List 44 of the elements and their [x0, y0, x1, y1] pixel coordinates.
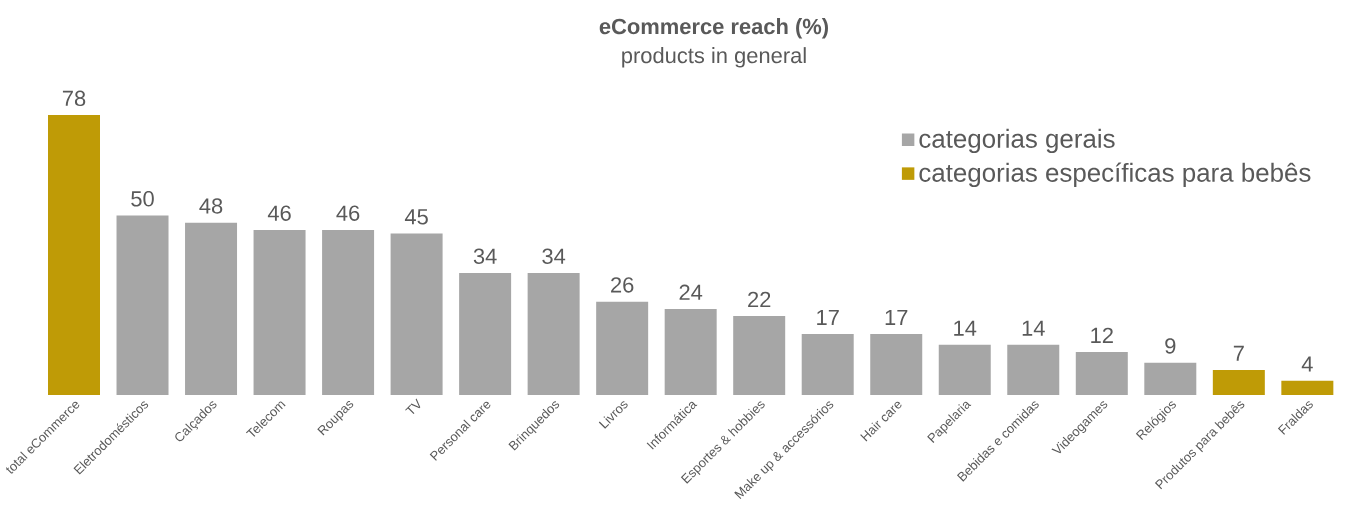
- bar: [1212, 369, 1265, 395]
- bar: [459, 273, 512, 395]
- bar: [1144, 362, 1197, 395]
- chart-subtitle: products in general: [622, 47, 806, 68]
- bar: [801, 334, 854, 395]
- data-label: 34: [473, 248, 497, 264]
- bar: [664, 308, 717, 395]
- data-label: 7: [1233, 345, 1244, 361]
- bar: [116, 215, 169, 395]
- data-label: 78: [62, 90, 86, 107]
- data-label: 14: [954, 320, 977, 336]
- bar: [48, 115, 100, 395]
- data-label: 50: [131, 191, 154, 207]
- chart-title: eCommerce reach (%): [599, 18, 828, 39]
- data-label: 34: [542, 248, 566, 264]
- data-label: 17: [817, 309, 839, 325]
- bar: [938, 344, 991, 395]
- data-label: 46: [267, 205, 291, 221]
- bar: [390, 233, 443, 395]
- data-label: 48: [199, 198, 223, 214]
- legend-label: categorias gerais: [919, 128, 1115, 154]
- bar: [527, 273, 580, 395]
- bar: [253, 229, 306, 395]
- bar: [1075, 351, 1128, 395]
- x-tick-label: TV: [405, 398, 421, 415]
- x-tick-label: Hair care: [860, 401, 902, 442]
- data-label: 17: [885, 309, 908, 325]
- data-label: 26: [611, 277, 634, 293]
- bar: [322, 229, 375, 395]
- data-label: 9: [1165, 338, 1176, 354]
- data-label: 45: [404, 209, 428, 225]
- bar: [733, 316, 786, 395]
- legend-label: categorias específicas para bebês: [919, 162, 1311, 188]
- data-label: 24: [679, 284, 703, 300]
- data-label: 22: [748, 291, 771, 308]
- bar: [596, 301, 649, 395]
- bar: [1281, 380, 1334, 395]
- bar: [185, 222, 238, 395]
- bar: [870, 334, 923, 395]
- data-label: 4: [1301, 356, 1313, 372]
- data-label: 12: [1091, 327, 1113, 343]
- bar: [1007, 344, 1060, 395]
- data-label: 46: [336, 205, 360, 221]
- data-label: 14: [1022, 320, 1045, 336]
